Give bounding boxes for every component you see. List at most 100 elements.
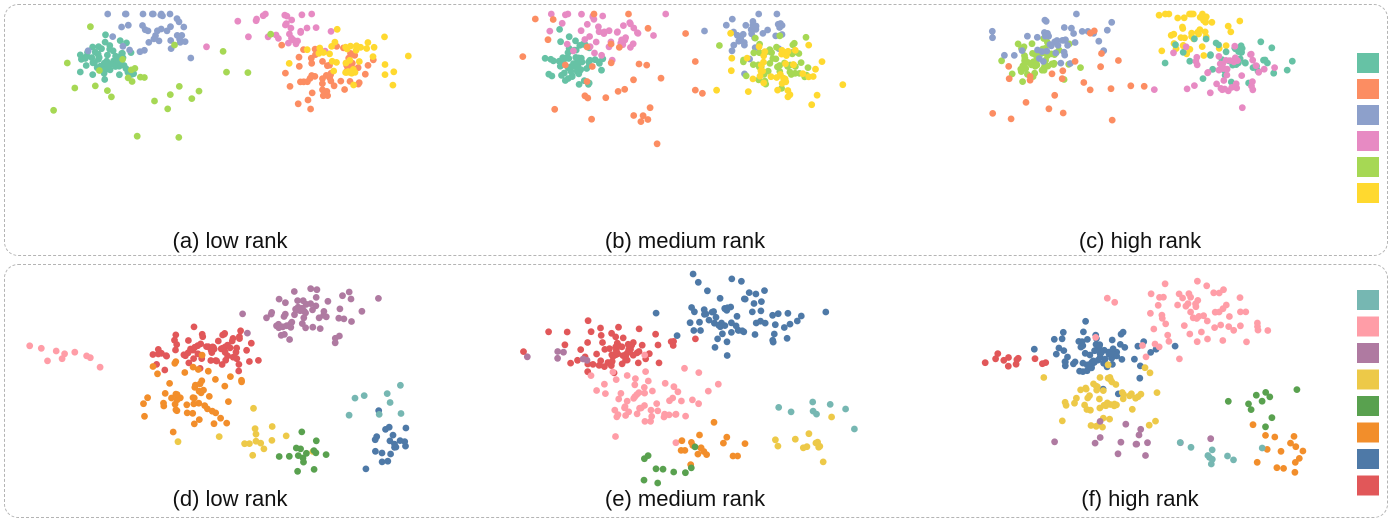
scatter-point (369, 53, 377, 60)
scatter-point (579, 355, 587, 363)
scatter-point (1193, 61, 1201, 69)
scatter-point (1264, 327, 1272, 334)
scatter-point (219, 48, 227, 55)
scatter-point (397, 381, 404, 389)
scatter-point (1107, 85, 1115, 93)
scatter-point (554, 354, 561, 362)
scatter-point (1206, 89, 1214, 97)
scatter-point (630, 24, 638, 32)
scatter-point (1165, 338, 1173, 345)
scatter-point (599, 12, 607, 20)
scatter-point (217, 414, 225, 422)
scatter-point (71, 348, 79, 356)
scatter-point (175, 134, 183, 141)
scatter-point (669, 342, 677, 349)
scatter-point (593, 387, 600, 394)
scatter-point (561, 61, 569, 69)
scatter-point (787, 408, 795, 416)
scatter-point (363, 45, 371, 52)
scatter-point (1187, 10, 1195, 18)
scatter-point (630, 112, 638, 119)
scatter-point (227, 373, 234, 380)
scatter-point (637, 118, 645, 125)
scatter-point (1199, 75, 1207, 82)
scatter-point (1180, 322, 1188, 329)
scatter-point (226, 344, 234, 352)
scatter-point (662, 10, 670, 18)
scatter-point (295, 62, 303, 70)
scatter-point (160, 399, 167, 407)
scatter-point (613, 348, 620, 356)
scatter-point (1216, 60, 1224, 68)
scatter-point (1170, 49, 1177, 57)
scatter-point (190, 400, 198, 408)
scatter-point (50, 106, 57, 114)
scatter-point (1122, 420, 1130, 428)
scatter-point (238, 376, 245, 384)
scatter-point (141, 412, 148, 420)
scatter-point (1273, 464, 1281, 472)
scatter-point (96, 363, 104, 371)
scatter-point (171, 400, 179, 408)
scatter-point (229, 335, 237, 342)
scatter-point (1001, 51, 1008, 59)
scatter-point (328, 43, 335, 50)
scatter-point (235, 367, 243, 375)
scatter-point (1139, 342, 1146, 349)
scatter-point (588, 63, 596, 70)
scatter-point (1200, 52, 1208, 59)
scatter-point (1071, 399, 1078, 407)
scatter-point (116, 71, 123, 79)
scatter-point (371, 436, 379, 444)
scatter-point (1000, 356, 1008, 364)
scatter-point (241, 440, 249, 448)
scatter-point (728, 15, 736, 23)
scatter-point (734, 452, 741, 460)
scatter-point (758, 298, 765, 305)
scatter-point (759, 30, 767, 37)
scatter-point (221, 382, 229, 390)
scatter-point (300, 78, 308, 86)
scatter-point (183, 401, 191, 409)
scatter-point (641, 389, 648, 397)
scatter-point (1260, 56, 1267, 64)
scatter-point (635, 60, 643, 68)
scatter-point (1021, 57, 1028, 65)
scatter-point (118, 23, 125, 31)
scatter-point (1153, 389, 1161, 396)
scatter-point (169, 428, 177, 436)
scatter-point (635, 325, 643, 333)
scatter-point (641, 351, 649, 359)
scatter-point (1191, 82, 1198, 89)
scatter-point (1213, 80, 1220, 88)
scatter-point (720, 439, 727, 447)
scatter-point (381, 71, 389, 78)
scatter-point (1030, 58, 1037, 66)
scatter-point (52, 347, 60, 355)
scatter-point (210, 420, 218, 428)
scatter-point (565, 55, 573, 62)
scatter-point (694, 278, 702, 286)
scatter-point (609, 368, 617, 376)
scatter-point (1223, 65, 1231, 73)
scatter-point (1092, 382, 1100, 390)
scatter-point (558, 19, 566, 27)
scatter-point (714, 380, 722, 388)
scatter-point (672, 410, 680, 418)
scatter-point (167, 37, 175, 44)
scatter-point (281, 310, 289, 318)
scatter-point (782, 60, 789, 68)
scatter-point (1236, 294, 1244, 301)
scatter-point (776, 32, 784, 40)
scatter-point (1071, 358, 1079, 366)
scatter-point (104, 51, 111, 59)
scatter-point (1208, 18, 1216, 26)
scatter-point (239, 310, 247, 318)
scatter-point (1028, 40, 1036, 48)
scatter-point (121, 10, 129, 18)
scatter-point (745, 289, 753, 296)
scatter-point (1176, 355, 1183, 363)
scatter-point (155, 37, 163, 45)
scatter-point (275, 35, 282, 42)
scatter-point (751, 34, 759, 42)
